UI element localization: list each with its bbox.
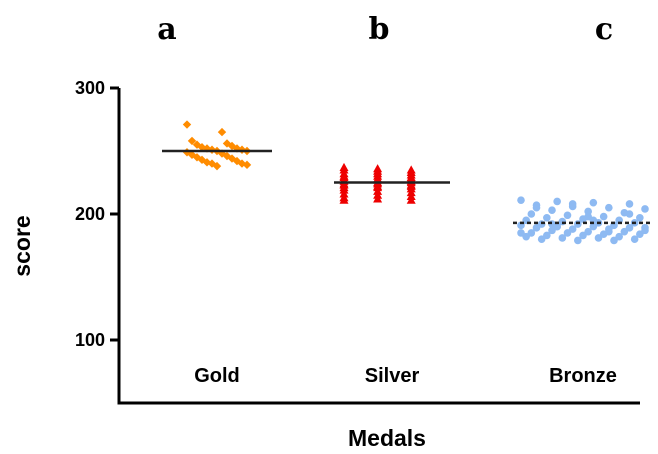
data-point-gold — [227, 154, 237, 163]
axes — [110, 86, 640, 405]
data-point-bronze — [641, 224, 649, 232]
data-point-bronze — [532, 224, 541, 232]
data-point-bronze — [610, 236, 618, 245]
data-point-bronze — [625, 200, 634, 208]
significance-letter: c — [595, 12, 613, 47]
data-point-silver — [339, 195, 349, 204]
y-axis-title: score — [9, 215, 35, 276]
data-point-bronze — [630, 235, 639, 243]
category-label: Bronze — [549, 365, 617, 387]
data-point-bronze — [532, 203, 541, 212]
significance-letter: b — [369, 12, 390, 47]
data-point-gold — [222, 139, 232, 148]
data-point-bronze — [605, 227, 613, 236]
data-point-bronze — [579, 231, 587, 240]
data-point-silver — [406, 195, 416, 204]
data-point-gold — [182, 120, 192, 129]
data-point-bronze — [517, 229, 525, 237]
data-points — [162, 120, 653, 245]
data-point-bronze — [625, 210, 634, 218]
data-point-bronze — [589, 222, 598, 231]
data-point-bronze — [568, 200, 577, 208]
data-point-bronze — [599, 212, 608, 221]
data-point-bronze — [574, 236, 582, 245]
data-point-bronze — [543, 213, 551, 222]
data-point-gold — [187, 150, 197, 159]
x-axis-title: Medals — [348, 425, 426, 451]
data-point-bronze — [641, 205, 649, 213]
category-label: Silver — [365, 365, 420, 387]
data-point-bronze — [548, 220, 556, 228]
data-point-bronze — [558, 234, 567, 242]
data-point-bronze — [594, 234, 603, 242]
data-point-bronze — [584, 212, 592, 221]
data-point-bronze — [605, 203, 613, 212]
data-point-bronze — [636, 230, 644, 238]
data-point-gold — [222, 151, 232, 161]
category-label: Gold — [194, 365, 240, 387]
data-point-gold — [202, 158, 212, 167]
data-point-silver — [373, 194, 383, 203]
significance-letter: a — [157, 12, 176, 47]
data-point-bronze — [563, 211, 572, 220]
data-point-bronze — [517, 196, 525, 204]
data-point-bronze — [589, 198, 598, 207]
data-point-bronze — [620, 227, 629, 236]
data-point-bronze — [553, 197, 561, 206]
data-point-bronze — [537, 235, 546, 243]
data-point-gold — [217, 127, 227, 137]
data-point-bronze — [563, 229, 572, 237]
data-point-bronze — [548, 206, 556, 215]
data-point-bronze — [527, 210, 536, 218]
data-point-gold — [242, 160, 252, 170]
data-point-gold — [197, 143, 207, 152]
data-point-bronze — [636, 213, 644, 222]
labels: 100 200 300 Medals score Gold a Silver b Bronze c — [9, 12, 617, 451]
y-tick-label: 100 — [75, 330, 105, 350]
data-point-gold — [187, 136, 197, 146]
data-point-gold — [212, 161, 222, 171]
y-tick-label: 300 — [75, 78, 105, 98]
y-tick-label: 200 — [75, 204, 105, 224]
